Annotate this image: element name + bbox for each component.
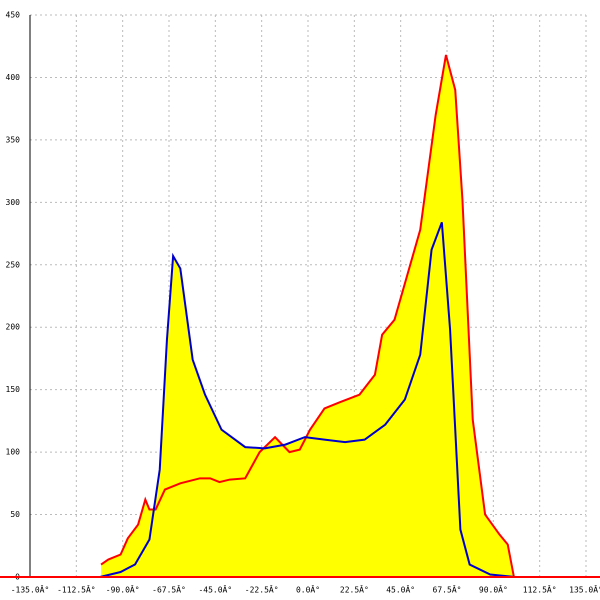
x-tick-label: 22.5Â° xyxy=(340,584,369,595)
y-tick-label: 450 xyxy=(6,11,21,20)
x-tick-label: 0.0Â° xyxy=(296,584,320,595)
x-tick-label: -135.0Â° xyxy=(11,584,50,595)
y-tick-label: 250 xyxy=(6,260,21,269)
y-tick-label: 100 xyxy=(6,448,21,457)
x-tick-label: -90.0Â° xyxy=(106,584,140,595)
x-tick-label: 45.0Â° xyxy=(386,584,415,595)
x-tick-label: 90.0Â° xyxy=(479,584,508,595)
area-fill xyxy=(100,222,515,577)
x-tick-label: 112.5Â° xyxy=(523,584,557,595)
x-tick-label: -45.0Â° xyxy=(198,584,232,595)
y-tick-label: 150 xyxy=(6,385,21,394)
x-tick-label: -67.5Â° xyxy=(152,584,186,595)
y-tick-label: 300 xyxy=(6,198,21,207)
y-tick-label: 350 xyxy=(6,135,21,144)
x-tick-label: 67.5Â° xyxy=(433,584,462,595)
y-tick-label: 50 xyxy=(10,510,20,519)
x-tick-label: 135.0Â° xyxy=(569,584,600,595)
x-tick-label: -112.5Â° xyxy=(57,584,96,595)
line xyxy=(100,54,515,578)
x-tick-label: -22.5Â° xyxy=(245,584,279,595)
y-tick-label: 400 xyxy=(6,73,21,82)
y-tick-label: 200 xyxy=(6,323,21,332)
line xyxy=(99,221,516,578)
